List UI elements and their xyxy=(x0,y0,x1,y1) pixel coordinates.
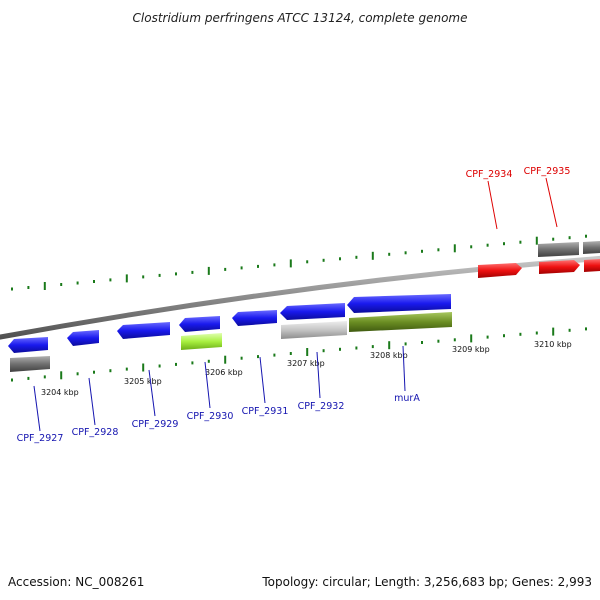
gene-label-mura[interactable]: murA xyxy=(394,393,420,404)
scale-label-3207: 3207 kbp xyxy=(287,359,325,368)
gene-lime[interactable] xyxy=(181,333,222,350)
gene-label-cpf-2930[interactable]: CPF_2930 xyxy=(187,411,234,422)
accession-text: Accession: NC_008261 xyxy=(8,575,144,589)
gene-mura-arrow[interactable] xyxy=(347,294,451,313)
gene-label-cpf-2927[interactable]: CPF_2927 xyxy=(17,433,64,444)
gene-lightgrey[interactable] xyxy=(281,321,347,339)
gene-cpf-2932-arrow[interactable] xyxy=(280,303,345,320)
leader-cpf-2932 xyxy=(316,351,321,399)
leader-cpf-2935 xyxy=(545,177,558,228)
leader-cpf-2934 xyxy=(487,180,498,230)
outer-tick-row xyxy=(11,234,587,291)
scale-label-3208: 3208 kbp xyxy=(370,351,408,360)
inner-tick-row xyxy=(11,327,587,382)
genome-backbone xyxy=(0,255,600,340)
scale-label-3205: 3205 kbp xyxy=(124,377,162,386)
gene-red-2[interactable] xyxy=(539,260,580,274)
leader-cpf-2931 xyxy=(259,356,266,404)
gene-cpf-2927-arrow[interactable] xyxy=(8,337,48,353)
scale-label-3206: 3206 kbp xyxy=(205,368,243,377)
gene-olive[interactable] xyxy=(349,312,452,332)
gene-cpf-2931-arrow[interactable] xyxy=(232,310,277,326)
gene-red-3[interactable] xyxy=(584,259,600,272)
gene-label-cpf-2934[interactable]: CPF_2934 xyxy=(466,169,513,180)
scale-label-3209: 3209 kbp xyxy=(452,345,490,354)
gene-label-cpf-2932[interactable]: CPF_2932 xyxy=(298,401,345,412)
leader-cpf-2927 xyxy=(33,385,41,432)
gene-label-cpf-2928[interactable]: CPF_2928 xyxy=(72,427,119,438)
gene-grey-top-2[interactable] xyxy=(583,241,600,254)
gene-cpf-2928-arrow[interactable] xyxy=(67,330,99,346)
gene-label-cpf-2931[interactable]: CPF_2931 xyxy=(242,406,289,417)
scale-label-3210: 3210 kbp xyxy=(534,340,572,349)
gene-label-cpf-2929[interactable]: CPF_2929 xyxy=(132,419,179,430)
leader-cpf-2928 xyxy=(88,377,96,426)
leader-mura xyxy=(402,345,406,392)
gene-red-1[interactable] xyxy=(478,263,522,278)
leader-cpf-2929 xyxy=(148,369,156,417)
gene-cpf-2930-arrow[interactable] xyxy=(179,316,220,332)
leader-cpf-2930 xyxy=(204,361,211,409)
scale-label-3204: 3204 kbp xyxy=(41,388,79,397)
gene-cpf-2929-arrow[interactable] xyxy=(117,322,170,339)
gene-label-cpf-2935[interactable]: CPF_2935 xyxy=(524,166,571,177)
genome-summary-text: Topology: circular; Length: 3,256,683 bp… xyxy=(261,575,592,589)
genome-title: Clostridium perfringens ATCC 13124, comp… xyxy=(133,11,468,25)
gene-grey-bottom[interactable] xyxy=(10,356,50,372)
gene-grey-top-1[interactable] xyxy=(538,242,579,257)
